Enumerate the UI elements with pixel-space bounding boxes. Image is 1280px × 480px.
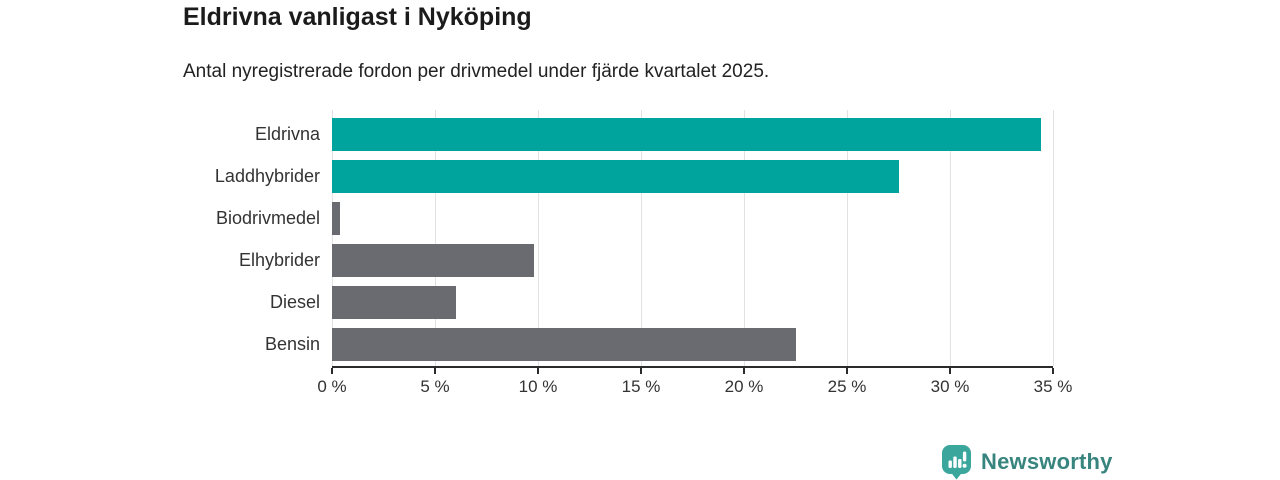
x-tick-label-10: 10 % [518, 377, 558, 396]
x-tick-20 [743, 368, 745, 374]
x-tick-label-0: 0 % [317, 377, 347, 396]
category-label-elhybrider: Elhybrider [238, 250, 320, 270]
newsworthy-bar-chart-bubble-icon [942, 445, 971, 480]
category-label-eldrivna: Eldrivna [254, 124, 320, 144]
gridline-30 [949, 110, 951, 366]
x-tick-0 [331, 368, 333, 374]
x-tick-label-15: 15 % [621, 377, 661, 396]
category-label-diesel: Diesel [269, 292, 320, 312]
x-tick-15 [640, 368, 642, 374]
x-axis: 0 % 5 % 10 % 15 % 20 % 25 % 30 % 35 % [317, 368, 1072, 404]
category-label-biodrivmedel: Biodrivmedel [215, 208, 320, 228]
x-tick-label-5: 5 % [420, 377, 450, 396]
gridline-10 [537, 110, 539, 366]
bar-laddhybrider [332, 160, 899, 193]
gridline-0 [331, 110, 333, 366]
newsworthy-logo-text: Newsworthy [981, 449, 1113, 474]
gridline-20 [743, 110, 745, 366]
bar-bensin [332, 328, 796, 361]
plot-area [331, 110, 1054, 368]
x-tick-5 [434, 368, 436, 374]
category-axis: Eldrivna Laddhybrider Biodrivmedel Elhybrid… [0, 110, 320, 366]
bar-biodrivmedel [332, 202, 341, 235]
gridline-35 [1052, 110, 1054, 366]
gridline-25 [846, 110, 848, 366]
chart-title: Eldrivna vanligast i Nyköping [183, 3, 532, 31]
x-tick-25 [846, 368, 848, 374]
category-label-laddhybrider: Laddhybrider [214, 166, 320, 186]
gridline-15 [640, 110, 642, 366]
x-tick-30 [949, 368, 951, 374]
chart-subtitle: Antal nyregistrerade fordon per drivmede… [183, 61, 770, 82]
bar-elhybrider [332, 244, 534, 277]
category-label-bensin: Bensin [264, 334, 320, 354]
gridline-5 [434, 110, 436, 366]
bar-eldrivna [332, 118, 1041, 151]
x-tick-10 [537, 368, 539, 374]
x-tick-label-25: 25 % [827, 377, 867, 396]
bar-diesel [332, 286, 456, 319]
x-tick-35 [1052, 368, 1054, 374]
x-tick-label-20: 20 % [724, 377, 764, 396]
x-tick-label-30: 30 % [930, 377, 970, 396]
newsworthy-logo: Newsworthy [940, 444, 1113, 480]
x-tick-label-35: 35 % [1033, 377, 1073, 396]
